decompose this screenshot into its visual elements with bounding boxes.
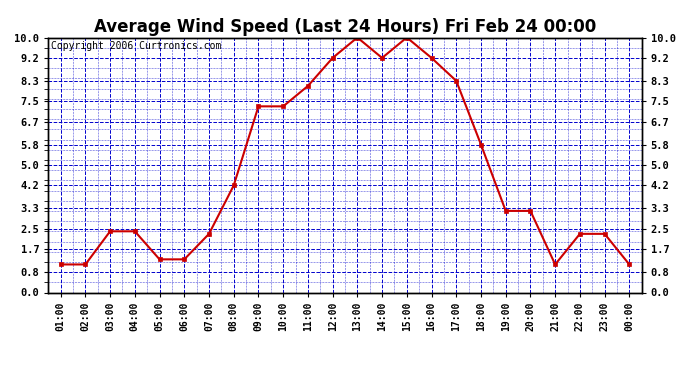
Title: Average Wind Speed (Last 24 Hours) Fri Feb 24 00:00: Average Wind Speed (Last 24 Hours) Fri F… <box>94 18 596 36</box>
Text: Copyright 2006 Curtronics.com: Copyright 2006 Curtronics.com <box>51 41 221 51</box>
